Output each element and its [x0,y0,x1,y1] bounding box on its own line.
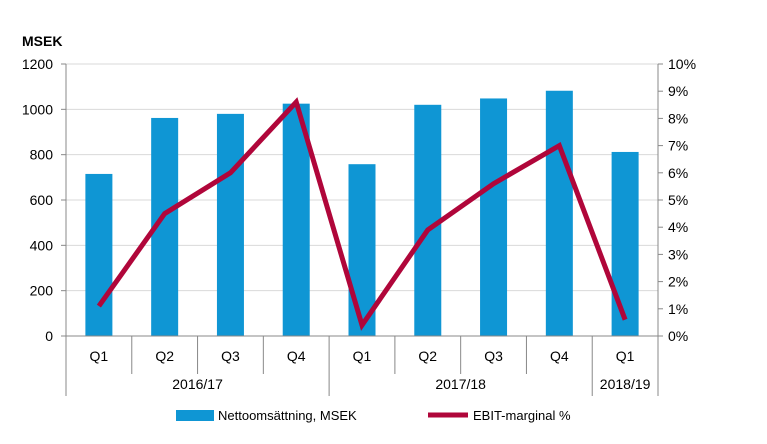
legend-bar-swatch [176,410,214,421]
group-label: 2017/18 [435,376,486,392]
left-tick-label: 400 [30,237,54,253]
axes [61,63,663,396]
right-tick-label: 9% [668,83,688,99]
category-labels: Q1 Q2 Q3 Q4 Q1 Q2 Q3 Q4 Q1 [90,348,635,364]
left-tick-label: 1200 [22,56,53,72]
left-tick-label: 600 [30,192,54,208]
group-label: 2018/19 [600,376,651,392]
right-tick-label: 2% [668,274,688,290]
right-tick-label: 8% [668,110,688,126]
category-label: Q3 [484,348,503,364]
category-label: Q2 [155,348,174,364]
category-label: Q1 [90,348,109,364]
group-labels: 2016/17 2017/18 2018/19 [172,376,650,392]
right-tick-label: 6% [668,165,688,181]
bar [216,113,244,336]
right-axis-ticks: 0% 1% 2% 3% 4% 5% 6% 7% 8% 9% 10% [668,56,696,344]
category-label: Q2 [418,348,437,364]
category-label: Q3 [221,348,240,364]
line-series [96,97,628,331]
right-tick-label: 1% [668,301,688,317]
group-label: 2016/17 [172,376,223,392]
bar-series [85,90,639,337]
right-tick-label: 7% [668,138,688,154]
left-tick-label: 1000 [22,101,53,117]
right-tick-label: 5% [668,192,688,208]
category-label: Q1 [353,348,372,364]
bar [545,90,573,336]
bar [611,151,639,336]
left-tick-label: 0 [45,328,53,344]
left-axis-unit-label: MSEK [22,33,62,49]
right-tick-label: 4% [668,219,688,235]
bar [85,173,113,336]
bar [414,104,442,336]
category-label: Q1 [616,348,635,364]
left-tick-label: 800 [30,147,54,163]
bar [480,98,508,336]
right-tick-label: 0% [668,328,688,344]
bar [282,103,310,337]
category-label: Q4 [550,348,569,364]
left-tick-label: 200 [30,283,54,299]
category-label: Q4 [287,348,306,364]
bar [348,164,376,336]
right-tick-label: 10% [668,56,696,72]
legend: Nettoomsättning, MSEK EBIT-marginal % [176,408,571,423]
legend-bar-label: Nettoomsättning, MSEK [218,408,357,423]
legend-line-label: EBIT-marginal % [473,408,571,423]
right-tick-label: 3% [668,246,688,262]
left-axis-ticks: 0 200 400 600 800 1000 1200 [22,56,53,344]
